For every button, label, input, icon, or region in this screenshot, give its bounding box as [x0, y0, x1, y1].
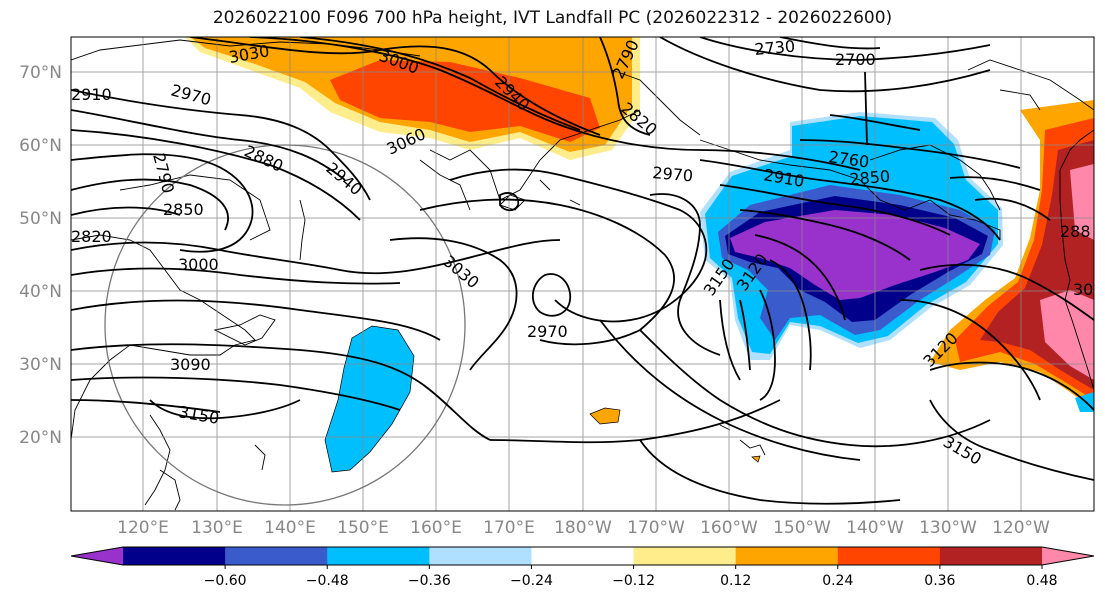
- colorbar-segment: [531, 547, 635, 565]
- lon-label: 160°E: [410, 518, 462, 538]
- contour-label: 2700: [835, 50, 876, 69]
- latitude-labels: 70°N 60°N 50°N 40°N 30°N 20°N: [19, 63, 62, 448]
- colorbar-ticks: −0.60 −0.48 −0.36 −0.24 −0.12 0.12 0.24 0.36 0.4…: [204, 565, 1058, 589]
- contour-label: 3090: [170, 355, 211, 374]
- colorbar-tick-label: 0.12: [720, 573, 751, 589]
- colorbar-segment: [837, 547, 941, 565]
- coastlines: [71, 39, 1094, 511]
- map-title: 2026022100 F096 700 hPa height, IVT Land…: [212, 8, 893, 28]
- colorbar: [70, 546, 1095, 566]
- lat-label: 70°N: [19, 63, 62, 83]
- lat-label: 50°N: [19, 209, 62, 229]
- colorbar-segment: [429, 547, 532, 565]
- ivt-shading: [185, 37, 1094, 473]
- map-frame: [70, 36, 1095, 512]
- lat-label: 20°N: [19, 428, 62, 448]
- lon-label: 150°E: [337, 518, 389, 538]
- contour-label: 2730: [754, 37, 796, 59]
- colorbar-extend-low: [71, 547, 123, 565]
- colorbar-tick-label: −0.24: [510, 573, 553, 589]
- lon-label: 160°W: [700, 518, 758, 538]
- ivt-negative-west-pacific: [324, 325, 415, 473]
- lon-label: 170°E: [483, 518, 535, 538]
- contour-label: 3150: [940, 432, 985, 469]
- ivt-positive-patch: [589, 407, 621, 425]
- colorbar-segment: [939, 547, 1043, 565]
- colorbar-tick-label: 0.36: [924, 573, 955, 589]
- colorbar-tick-label: 0.48: [1026, 573, 1057, 589]
- colorbar-extend-high: [1042, 547, 1094, 565]
- colorbar-segment: [225, 547, 328, 565]
- lon-label: 140°W: [846, 518, 904, 538]
- lon-label: 180°W: [554, 518, 612, 538]
- contour-label: 2970: [169, 81, 213, 110]
- colorbar-tick-label: −0.12: [612, 573, 655, 589]
- gridlines: [71, 37, 1094, 511]
- height-contours: [71, 37, 1094, 505]
- contour-label: 2790: [149, 151, 178, 195]
- contour-label: 3150: [177, 402, 220, 428]
- contour-label: 2910: [71, 85, 112, 104]
- lon-label: 120°E: [117, 518, 169, 538]
- landfall-region-circle: [104, 144, 466, 506]
- longitude-labels: 120°E 130°E 140°E 150°E 160°E 170°E 180°…: [117, 518, 1050, 538]
- contour-label: 2970: [527, 322, 568, 341]
- colorbar-segment: [633, 547, 737, 565]
- colorbar-outline: [70, 546, 1095, 566]
- colorbar-segment: [327, 547, 430, 565]
- contour-label: 3000: [178, 255, 219, 274]
- lon-label: 140°E: [264, 518, 316, 538]
- colorbar-tick-label: 0.24: [822, 573, 853, 589]
- lat-label: 30°N: [19, 355, 62, 375]
- contour-label: 30: [1073, 280, 1093, 299]
- contour-label: 2970: [652, 163, 694, 185]
- colorbar-segment: [735, 547, 839, 565]
- colorbar-segment: [123, 547, 226, 565]
- ivt-positive-patch-small: [751, 455, 761, 463]
- colorbar-tick-label: −0.48: [306, 573, 349, 589]
- lat-label: 60°N: [19, 136, 62, 156]
- lon-label: 150°W: [773, 518, 831, 538]
- contour-label: 2850: [849, 167, 891, 189]
- lat-label: 40°N: [19, 282, 62, 302]
- lon-label: 120°W: [992, 518, 1050, 538]
- contour-label: 288: [1060, 222, 1091, 241]
- ivt-negative-pacific-core: [730, 210, 980, 300]
- colorbar-tick-label: −0.60: [204, 573, 247, 589]
- lon-label: 170°W: [627, 518, 685, 538]
- colorbar-tick-label: −0.36: [408, 573, 451, 589]
- lon-label: 130°E: [191, 518, 243, 538]
- contour-label: 2850: [163, 200, 204, 219]
- contour-label: 2820: [71, 227, 112, 246]
- ivt-positive-north-asia-core: [330, 60, 600, 142]
- lon-label: 130°W: [919, 518, 977, 538]
